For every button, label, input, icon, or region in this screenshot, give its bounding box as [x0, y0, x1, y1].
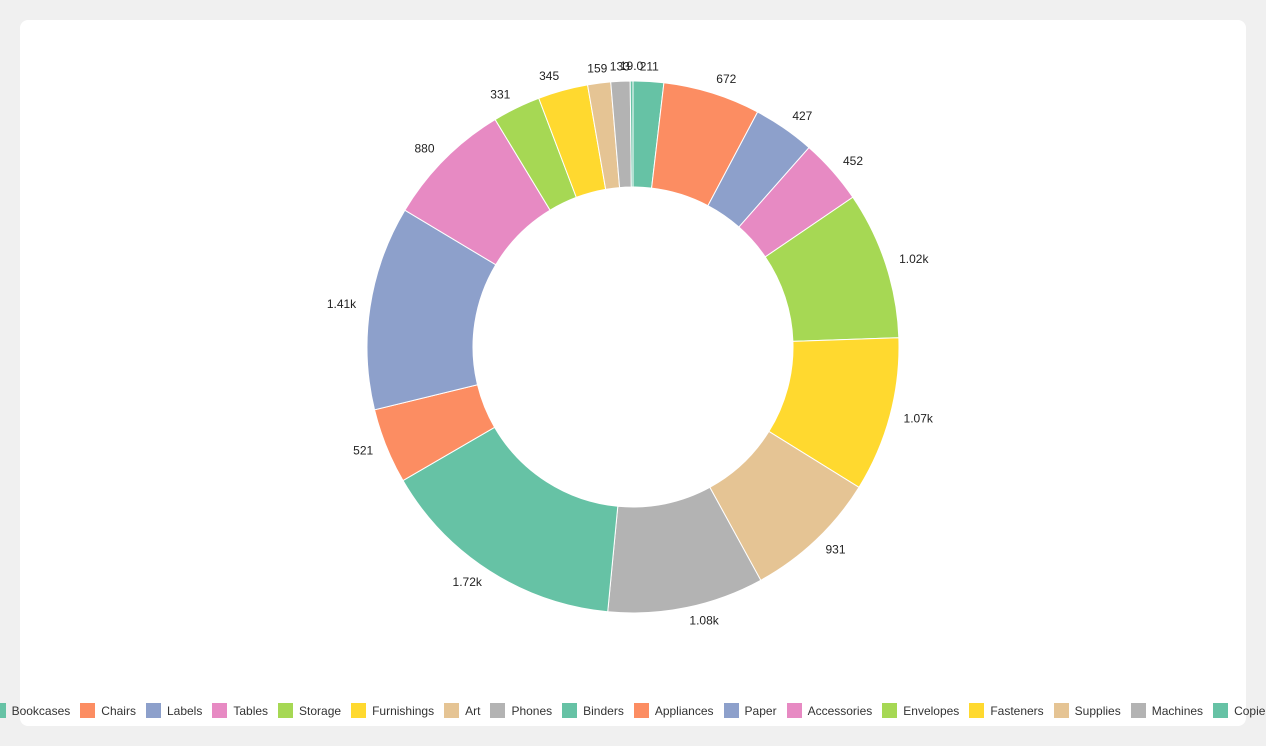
legend-label: Copiers — [1234, 703, 1266, 718]
legend-swatch — [1213, 703, 1229, 718]
legend-item[interactable]: Phones — [490, 703, 552, 718]
slice-label: 672 — [716, 72, 736, 86]
legend: Bookcases Chairs Labels Tables Storage Furnis… — [0, 703, 1266, 718]
legend-label: Paper — [744, 703, 777, 718]
slice-label: 1.08k — [689, 613, 719, 627]
legend-item[interactable]: Art — [444, 703, 480, 718]
slice-label: 427 — [792, 109, 812, 123]
legend-swatch — [786, 703, 802, 718]
legend-item[interactable]: Supplies — [1053, 703, 1121, 718]
legend-item[interactable]: Labels — [145, 703, 203, 718]
slice-label: 1.02k — [899, 252, 929, 266]
legend-item[interactable]: Envelopes — [882, 703, 959, 718]
slice-label: 1.72k — [453, 575, 483, 589]
legend-label: Storage — [299, 703, 342, 718]
legend-swatch — [0, 703, 6, 718]
slice-label: 1.41k — [327, 297, 357, 311]
legend-item[interactable]: Fasteners — [969, 703, 1044, 718]
legend-swatch — [351, 703, 367, 718]
legend-item[interactable]: Copiers — [1213, 703, 1266, 718]
legend-label: Fasteners — [990, 703, 1044, 718]
chart: 211 672 427 452 1.02k 1.07k 931 1.08k 1.72k 521 1.… — [327, 59, 934, 627]
legend-item[interactable]: Accessories — [786, 703, 873, 718]
slice-label: 931 — [825, 543, 845, 557]
legend-label: Furnishings — [372, 703, 435, 718]
legend-label: Machines — [1151, 703, 1204, 718]
legend-swatch — [444, 703, 460, 718]
legend-swatch — [490, 703, 506, 718]
legend-item[interactable]: Tables — [212, 703, 268, 718]
legend-label: Envelopes — [903, 703, 960, 718]
legend-label: Tables — [233, 703, 269, 718]
slice-label: 331 — [490, 87, 510, 101]
legend-label: Appliances — [654, 703, 714, 718]
legend-swatch — [633, 703, 649, 718]
legend-label: Phones — [511, 703, 553, 718]
legend-item[interactable]: Furnishings — [351, 703, 434, 718]
legend-item[interactable]: Bookcases — [0, 703, 70, 718]
legend-swatch — [562, 703, 578, 718]
legend-item[interactable]: Paper — [723, 703, 777, 718]
legend-label: Binders — [583, 703, 624, 718]
legend-item[interactable]: Storage — [278, 703, 341, 718]
slice-label: 452 — [843, 154, 863, 168]
legend-swatch — [278, 703, 294, 718]
legend-swatch — [723, 703, 739, 718]
slice-label: 211 — [640, 60, 659, 74]
legend-label: Chairs — [101, 703, 136, 718]
legend-swatch — [212, 703, 228, 718]
legend-swatch — [1053, 703, 1069, 718]
legend-swatch — [882, 703, 898, 718]
legend-item[interactable]: Chairs — [80, 703, 136, 718]
legend-label: Bookcases — [11, 703, 71, 718]
legend-swatch — [145, 703, 161, 718]
legend-label: Labels — [166, 703, 203, 718]
legend-item[interactable]: Machines — [1130, 703, 1204, 718]
legend-label: Supplies — [1074, 703, 1121, 718]
legend-label: Art — [465, 703, 481, 718]
legend-label: Accessories — [807, 703, 873, 718]
legend-swatch — [969, 703, 985, 718]
legend-swatch — [1130, 703, 1146, 718]
slice-label: 1.07k — [904, 411, 934, 425]
slice-label: 133 — [610, 59, 630, 73]
slice-label: 19.0 — [620, 59, 644, 73]
slice-label: 345 — [539, 69, 559, 83]
donut-slice — [629, 80, 634, 188]
legend-item[interactable]: Appliances — [633, 703, 714, 718]
chart-card: 211 672 427 452 1.02k 1.07k 931 1.08k 1.72k 521 1.… — [0, 20, 1266, 726]
slice-label: 880 — [415, 142, 435, 156]
slice-label: 521 — [353, 444, 373, 458]
legend-item[interactable]: Binders — [562, 703, 624, 718]
slice-label: 159 — [587, 61, 607, 75]
legend-swatch — [80, 703, 96, 718]
